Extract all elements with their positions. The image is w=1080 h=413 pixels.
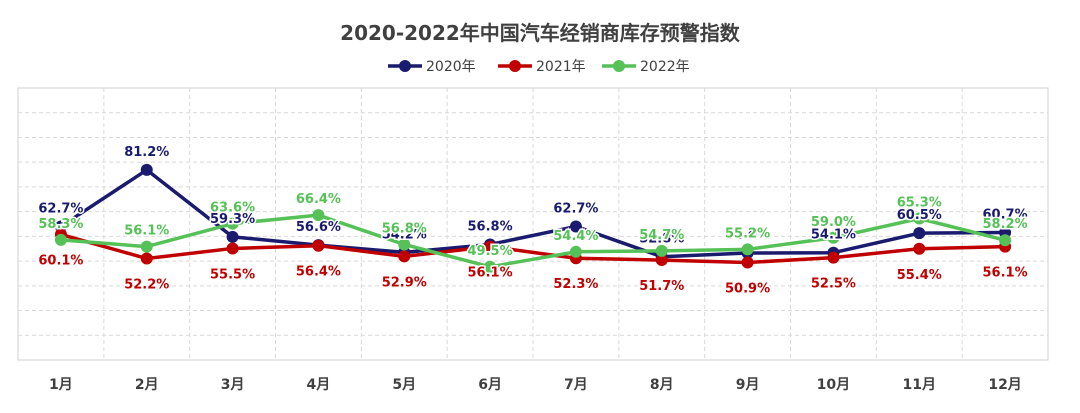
x-tick-label: 12月 xyxy=(988,377,1021,393)
data-label: 60.1% xyxy=(38,253,83,268)
data-label: 58.2% xyxy=(983,217,1028,232)
data-point xyxy=(569,245,582,258)
data-point xyxy=(398,250,411,263)
data-label: 56.1% xyxy=(983,266,1028,281)
data-point xyxy=(655,254,668,267)
legend-marker xyxy=(613,60,625,72)
legend: 2020年 2021年 2022年 xyxy=(388,59,690,75)
data-label: 59.3% xyxy=(210,212,255,227)
data-label: 51.7% xyxy=(639,279,684,294)
data-point xyxy=(484,240,497,253)
data-point xyxy=(741,243,754,256)
x-tick-label: 9月 xyxy=(736,377,760,393)
data-label: 56.1% xyxy=(124,224,169,239)
data-point xyxy=(827,251,840,264)
data-label: 54.7% xyxy=(639,228,684,243)
data-label: 55.4% xyxy=(897,268,942,283)
legend-label: 2021年 xyxy=(536,59,586,75)
data-label: 55.2% xyxy=(725,226,770,241)
data-point xyxy=(484,260,497,273)
data-point xyxy=(913,242,926,255)
x-tick-label: 11月 xyxy=(903,377,936,393)
x-tick-label: 4月 xyxy=(307,377,331,393)
data-label: 52.8% xyxy=(639,232,684,247)
data-point xyxy=(54,233,67,246)
plot-area: 1月 2月 3月 4月 5月 6月 7月 8月 9月 10月 11月 12月 62.7% 81.2% 59.… xyxy=(17,87,1049,393)
data-label: 56.8% xyxy=(382,221,427,236)
data-label: 54.2% xyxy=(382,227,427,242)
data-point xyxy=(569,220,582,233)
chart-title: 2020-2022年中国汽车经销商库存预警指数 xyxy=(340,21,741,45)
data-label: 60.5% xyxy=(897,208,942,223)
data-label: 56.6% xyxy=(296,220,341,235)
series-line-2 xyxy=(60,232,1006,265)
data-label: 62.7% xyxy=(38,201,83,216)
data-label: 63.6% xyxy=(210,201,255,216)
data-label: 56.8% xyxy=(468,219,513,234)
data-label: 54.4% xyxy=(553,229,598,244)
data-point xyxy=(741,256,754,269)
data-point xyxy=(913,212,926,225)
legend-label: 2020年 xyxy=(426,59,476,75)
data-label: 49.5% xyxy=(468,244,513,259)
data-point xyxy=(140,240,153,253)
x-tick-label: 1月 xyxy=(49,377,73,393)
data-point xyxy=(999,234,1012,247)
data-label: 59.0% xyxy=(811,215,856,230)
data-label: 52.2% xyxy=(124,278,169,293)
data-point xyxy=(226,242,239,255)
x-tick-label: 5月 xyxy=(392,377,416,393)
x-tick-label: 8月 xyxy=(650,377,674,393)
data-point xyxy=(140,252,153,265)
data-point xyxy=(655,244,668,257)
legend-label: 2022年 xyxy=(640,59,690,75)
x-tick-label: 2月 xyxy=(135,377,159,393)
data-label: 56.4% xyxy=(296,265,341,280)
data-point xyxy=(226,230,239,243)
data-label: 58.3% xyxy=(38,217,83,232)
data-label: 66.4% xyxy=(296,192,341,207)
data-label: 54.1% xyxy=(811,228,856,243)
data-point xyxy=(312,209,325,222)
data-label: 52.5% xyxy=(811,277,856,292)
data-point xyxy=(226,217,239,230)
data-label: 56.1% xyxy=(468,266,513,281)
data-label: 81.2% xyxy=(124,145,169,160)
data-label: 62.7% xyxy=(553,201,598,216)
data-point xyxy=(140,163,153,176)
data-label: 50.9% xyxy=(725,282,770,297)
x-tick-label: 3月 xyxy=(221,377,245,393)
data-label: 65.3% xyxy=(897,195,942,210)
series-line-3 xyxy=(60,213,1006,269)
data-label: 55.5% xyxy=(210,267,255,282)
x-tick-label: 7月 xyxy=(564,377,588,393)
data-label: 54.0% xyxy=(725,228,770,243)
data-label: 52.9% xyxy=(382,275,427,290)
x-tick-label: 6月 xyxy=(478,377,502,393)
data-label: 52.3% xyxy=(553,277,598,292)
legend-marker xyxy=(509,60,521,72)
data-point xyxy=(827,231,840,244)
data-point xyxy=(398,238,411,251)
series-line-1 xyxy=(59,168,1006,259)
legend-marker xyxy=(399,60,411,72)
data-label: 60.7% xyxy=(983,208,1028,223)
data-point xyxy=(913,227,926,240)
x-tick-label: 10月 xyxy=(817,377,850,393)
data-point xyxy=(312,239,325,252)
